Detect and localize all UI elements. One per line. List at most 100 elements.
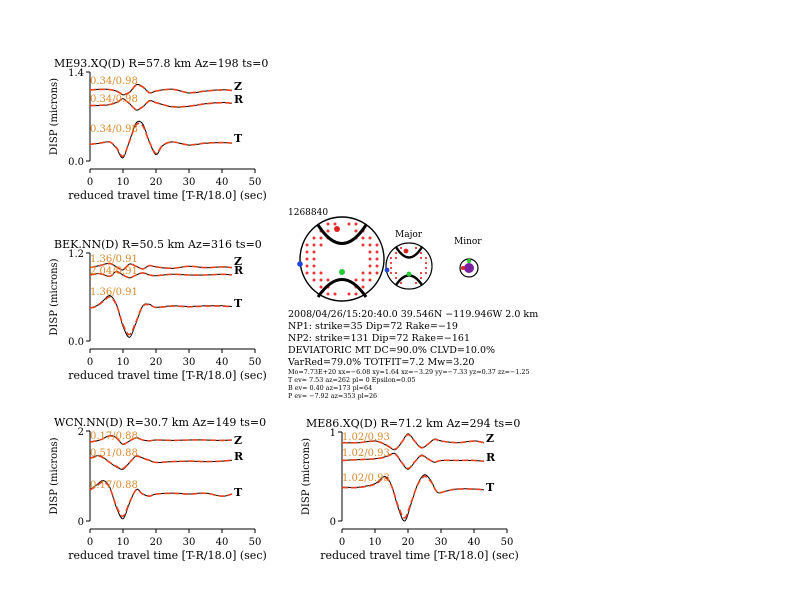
- x-tick-label: 30: [183, 177, 196, 188]
- compression-dot: [312, 236, 316, 240]
- compression-dot: [312, 257, 316, 261]
- compression-dot: [305, 243, 309, 247]
- major-beachball-outline: [385, 242, 433, 290]
- compression-dot: [368, 278, 372, 282]
- y-tick-label: 1: [330, 428, 336, 439]
- x-tick-label: 50: [501, 537, 514, 548]
- component-label: Z: [234, 434, 242, 447]
- synthetic-trace-r: [89, 270, 232, 279]
- major-p-axis-marker: [403, 248, 409, 254]
- y-axis-label: DISP (microns): [301, 438, 312, 515]
- y-tick-label: 1.2: [68, 249, 84, 260]
- minor-label: Minor: [454, 237, 482, 247]
- fit-label: 0.17/0.88: [90, 431, 138, 442]
- y-axis-label: DISP (microns): [49, 437, 60, 514]
- synthetic-trace-r: [89, 98, 232, 111]
- component-label: T: [234, 297, 243, 310]
- panel-title: WCN.NN(D) R=30.7 km Az=149 ts=0: [54, 416, 266, 429]
- compression-dot: [389, 256, 393, 260]
- compression-dot: [319, 236, 323, 240]
- x-tick-label: 50: [249, 177, 262, 188]
- fit-label: 0.17/0.88: [90, 480, 138, 491]
- compression-dot: [424, 271, 428, 275]
- compression-dot: [312, 278, 316, 282]
- compression-dot: [368, 236, 372, 240]
- compression-dot: [312, 264, 316, 268]
- info-line-5: VarRed=79.0% TOTFIT=7.2 Mw=3.20: [287, 357, 474, 368]
- compression-dot: [368, 243, 372, 247]
- synthetic-trace-t: [89, 296, 232, 336]
- nodal-plane-1: [316, 224, 368, 245]
- fit-label: 1.02/0.93: [342, 432, 390, 443]
- major-b-axis-marker: [406, 271, 412, 277]
- compression-dot: [312, 271, 316, 275]
- fit-label: 0.34/0.98: [90, 76, 138, 87]
- compression-dot: [414, 281, 418, 285]
- synthetic-trace-z: [89, 84, 232, 96]
- x-tick-label: 0: [87, 537, 93, 548]
- main-beachball: [297, 216, 385, 302]
- compression-dot: [354, 278, 358, 282]
- minor-center-fill: [464, 263, 474, 273]
- compression-dot: [305, 264, 309, 268]
- x-tick-label: 10: [117, 177, 130, 188]
- compression-dot: [361, 271, 365, 275]
- compression-dot: [361, 236, 365, 240]
- compression-dot: [361, 278, 365, 282]
- compression-dot: [319, 285, 323, 289]
- compression-dot: [375, 271, 379, 275]
- x-tick-label: 20: [150, 537, 163, 548]
- fit-label: 1.02/0.93: [342, 448, 390, 459]
- compression-dot: [333, 222, 337, 226]
- compression-dot: [326, 278, 330, 282]
- compression-dot: [319, 271, 323, 275]
- x-tick-label: 0: [87, 357, 93, 368]
- compression-dot: [354, 222, 358, 226]
- x-tick-label: 30: [183, 357, 196, 368]
- fit-label: 0.34/0.98: [90, 94, 138, 105]
- minor-b-axis-marker: [466, 258, 472, 264]
- compression-dot: [312, 250, 316, 254]
- major-nodal-plane-1: [394, 246, 424, 259]
- observed-trace-t: [89, 294, 232, 338]
- major-compressional-dots: [389, 246, 428, 285]
- panel-title: BEK.NN(D) R=50.5 km Az=316 ts=0: [54, 238, 262, 251]
- synthetic-trace-r: [341, 453, 484, 470]
- compression-dot: [312, 243, 316, 247]
- x-tick-label: 30: [435, 537, 448, 548]
- compression-dot: [419, 251, 423, 255]
- synthetic-trace-z: [89, 262, 232, 271]
- compression-dot: [424, 261, 428, 265]
- major-t-axis-marker: [384, 267, 390, 273]
- component-label: R: [486, 451, 496, 464]
- minor-p-axis-marker: [461, 266, 465, 270]
- x-tick-label: 30: [183, 537, 196, 548]
- compression-dot: [354, 229, 358, 233]
- component-label: T: [234, 132, 243, 145]
- compression-dot: [368, 257, 372, 261]
- x-axis-label: reduced travel time [T-R/18.0] (sec): [68, 369, 267, 382]
- component-label: R: [234, 264, 244, 277]
- x-tick-label: 0: [87, 177, 93, 188]
- fit-label: 2.04/0.91: [90, 266, 138, 277]
- x-axis-label: reduced travel time [T-R/18.0] (sec): [68, 189, 267, 202]
- compression-dot: [419, 271, 423, 275]
- component-label: R: [234, 93, 244, 106]
- component-label: T: [234, 486, 243, 499]
- compression-dot: [419, 276, 423, 280]
- compressional-dots: [305, 222, 379, 296]
- compression-dot: [368, 250, 372, 254]
- y-tick-label: 2: [78, 427, 84, 438]
- info-line-4: DEVIATORIC MT DC=90.0% CLVD=10.0%: [288, 345, 495, 356]
- minor-beachball: [459, 258, 479, 278]
- y-tick-label: 0.0: [68, 157, 84, 168]
- compression-dot: [399, 246, 403, 250]
- compression-dot: [375, 257, 379, 261]
- compression-dot: [414, 246, 418, 250]
- x-tick-label: 0: [339, 537, 345, 548]
- event-id: 1268840: [288, 208, 328, 218]
- compression-dot: [326, 292, 330, 296]
- waveform-panels: ME93.XQ(D) R=57.8 km Az=198 ts=01.4 0.0 DI…: [49, 57, 520, 562]
- compression-dot: [375, 250, 379, 254]
